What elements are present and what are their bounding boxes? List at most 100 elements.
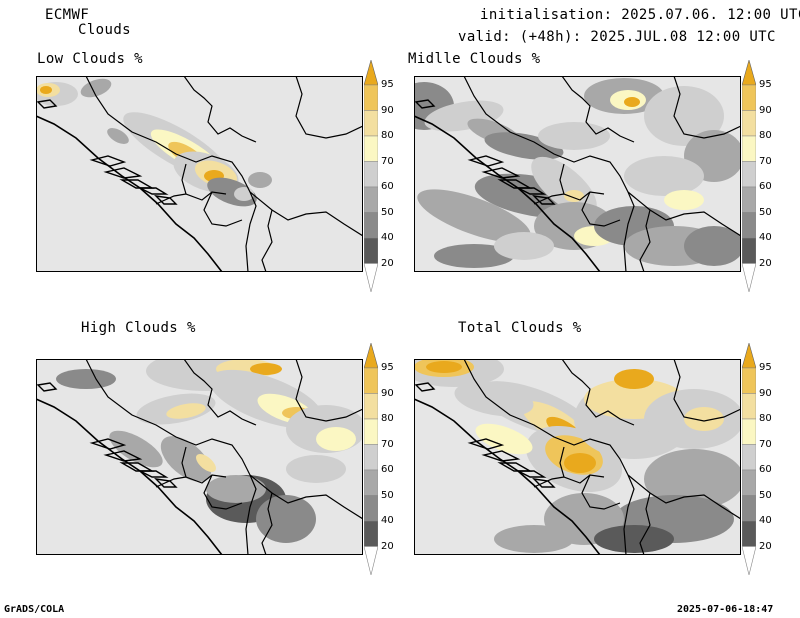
country-border xyxy=(261,209,273,272)
colorbar-segment xyxy=(742,135,756,162)
cloud-area xyxy=(248,172,272,188)
country-border xyxy=(463,76,629,193)
island xyxy=(517,187,547,195)
colorbar-segment xyxy=(742,237,756,264)
valid-label: valid: (+48h): 2025.JUL.08 12:00 UTC xyxy=(458,29,776,45)
cloud-area xyxy=(434,244,514,268)
country-border xyxy=(181,163,227,201)
colorbar-segment xyxy=(364,237,378,264)
map-low-clouds xyxy=(36,76,363,272)
cloud-area xyxy=(250,363,282,375)
cloud-area xyxy=(664,190,704,210)
colorbar-arrow-top xyxy=(742,343,756,369)
cloud-area xyxy=(160,436,212,482)
colorbar-tick-label: 40 xyxy=(759,232,772,243)
colorbar-high: 20 40 50 60 70 80 90 95 xyxy=(364,343,404,575)
cloud-area xyxy=(196,454,216,472)
country-border xyxy=(673,359,741,422)
colorbar-segment xyxy=(364,520,378,547)
country-border xyxy=(623,191,635,272)
colorbar-tick-label: 50 xyxy=(759,206,772,218)
country-border xyxy=(561,359,635,426)
island xyxy=(414,382,436,392)
country-border xyxy=(203,191,243,227)
country-border xyxy=(183,359,257,426)
model-label: ECMWF xyxy=(45,7,90,23)
colorbar-segment xyxy=(364,393,378,420)
cloud-area xyxy=(594,525,674,553)
colorbar-segment xyxy=(364,186,378,213)
colorbar-tick-label: 80 xyxy=(381,130,394,141)
colorbar-tick-label: 50 xyxy=(381,206,394,218)
colorbar-segment xyxy=(742,418,756,445)
colorbar-tick-label: 40 xyxy=(381,232,394,243)
cloud-area xyxy=(475,423,533,455)
cloud-area xyxy=(564,190,584,202)
country-border xyxy=(245,474,257,555)
software-label: GrADS/COLA xyxy=(4,604,65,615)
island xyxy=(89,155,127,167)
colorbar-segment xyxy=(364,110,378,137)
cloud-area xyxy=(316,427,356,451)
product-label: Clouds xyxy=(78,22,131,38)
colorbar-tick-label: 50 xyxy=(759,489,772,501)
cloud-area xyxy=(206,475,266,503)
timestamp-label: 2025-07-06-18:47 xyxy=(677,604,774,615)
cloud-area xyxy=(624,156,704,196)
cloud-area xyxy=(40,86,52,94)
country-border xyxy=(533,476,565,488)
colorbar-segment xyxy=(364,161,378,188)
colorbar-tick-label: 50 xyxy=(381,489,394,501)
cloud-area xyxy=(286,455,346,483)
colorbar-tick-label: 60 xyxy=(759,181,772,192)
country-border xyxy=(295,76,363,139)
cloud-area xyxy=(614,369,654,389)
colorbar-tick-label: 95 xyxy=(381,362,394,373)
cloud-area xyxy=(256,495,316,543)
country-border xyxy=(85,76,251,193)
colorbar-tick-label: 40 xyxy=(381,515,394,526)
cloud-area xyxy=(107,128,129,144)
cloud-area xyxy=(56,369,116,389)
colorbar-segment xyxy=(742,495,756,522)
colorbar-segment xyxy=(364,135,378,162)
colorbar-tick-label: 95 xyxy=(381,79,394,90)
country-border xyxy=(181,446,227,484)
country-border xyxy=(561,76,635,143)
island xyxy=(139,470,169,478)
colorbar-tick-label: 20 xyxy=(759,540,772,552)
colorbar-segment xyxy=(742,444,756,471)
island xyxy=(103,450,143,462)
cloud-area xyxy=(644,86,724,146)
colorbar-tick-label: 70 xyxy=(381,155,394,167)
colorbar-arrow-top xyxy=(742,60,756,86)
cloud-area xyxy=(494,525,574,553)
colorbar-tick-label: 80 xyxy=(759,413,772,424)
colorbar-tick-label: 95 xyxy=(759,79,772,90)
map-middle-clouds xyxy=(414,76,741,272)
island xyxy=(89,438,127,450)
country-border xyxy=(673,76,741,139)
cloud-area xyxy=(417,189,531,243)
colorbar-tick-label: 95 xyxy=(759,362,772,373)
colorbar-total: 20 40 50 60 70 80 90 95 xyxy=(742,343,782,575)
cloud-area xyxy=(454,381,534,417)
cloud-area xyxy=(109,430,163,468)
colorbar-segment xyxy=(364,495,378,522)
colorbar-arrow-bottom xyxy=(364,546,378,575)
cloud-area xyxy=(684,226,741,266)
country-border xyxy=(581,191,621,227)
colorbar-segment xyxy=(364,367,378,394)
cloud-area xyxy=(624,97,640,107)
cloud-area xyxy=(80,78,112,98)
colorbar-segment xyxy=(364,84,378,111)
colorbar-tick-label: 70 xyxy=(759,438,772,450)
colorbar-arrow-top xyxy=(364,60,378,86)
colorbar-segment xyxy=(742,469,756,496)
map-total-clouds xyxy=(414,359,741,555)
cloud-area xyxy=(644,449,741,509)
colorbar-arrow-bottom xyxy=(364,263,378,292)
colorbar-segment xyxy=(364,444,378,471)
country-border xyxy=(559,446,605,484)
colorbar-segment xyxy=(742,520,756,547)
